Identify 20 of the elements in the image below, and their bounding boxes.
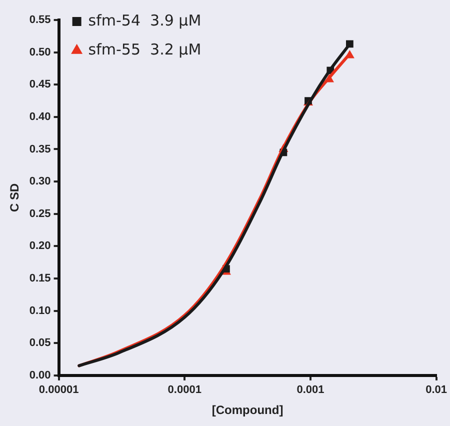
y-tick-label: 0.30 — [29, 176, 51, 188]
legend-label: sfm-54 3.9 µM — [88, 11, 202, 30]
y-tick-label: 0.35 — [29, 143, 51, 156]
y-tick-label: 0.15 — [29, 272, 51, 285]
x-tick-label: 0.0001 — [168, 384, 202, 396]
x-axis-title: [Compound] — [212, 403, 284, 418]
y-tick-label: 0.50 — [29, 46, 51, 58]
y-tick-label: 0.05 — [29, 337, 51, 350]
y-tick-label: 0.20 — [29, 240, 51, 252]
y-tick-label: 0.00 — [29, 369, 51, 382]
y-tick-label: 0.55 — [29, 14, 51, 26]
y-tick-label: 0.40 — [29, 110, 51, 123]
y-tick-label: 0.10 — [29, 304, 51, 317]
y-axis-title: C SD — [8, 183, 22, 212]
x-tick-label: 0.001 — [296, 384, 324, 396]
y-tick-label: 0.25 — [29, 208, 51, 220]
legend-label: sfm-55 3.2 µM — [88, 40, 202, 58]
x-tick-label: 0.00001 — [38, 384, 79, 396]
x-tick-label: 0.01 — [426, 384, 448, 396]
y-tick-label: 0.45 — [29, 78, 51, 91]
